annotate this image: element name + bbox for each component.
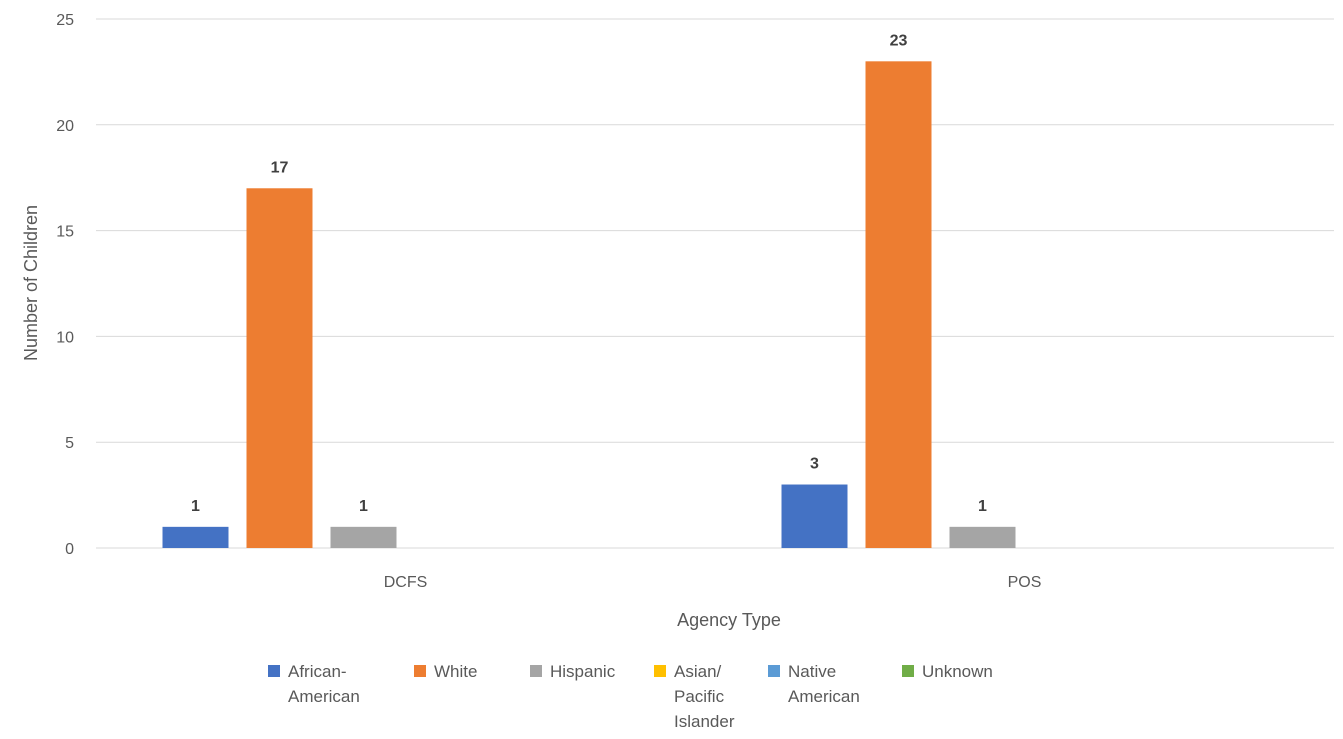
bar-dcfs-2 (330, 526, 397, 548)
data-label: 1 (359, 498, 368, 515)
y-axis-title: Number of Children (21, 205, 41, 361)
legend-label: American (788, 687, 860, 706)
legend-swatch (768, 665, 780, 677)
data-label: 1 (191, 498, 200, 515)
x-axis-ticks: DCFS POS (384, 574, 1042, 591)
legend-swatch (268, 665, 280, 677)
x-tick-label: POS (1008, 574, 1042, 591)
legend-swatch (654, 665, 666, 677)
y-tick-label: 25 (56, 12, 74, 29)
bar-pos-0 (781, 484, 848, 548)
legend-swatch (414, 665, 426, 677)
data-labels: 1 17 1 3 23 1 (191, 32, 987, 515)
legend-item: Hispanic (530, 662, 616, 681)
legend: African- American White Hispanic Asian/Pacif… (268, 662, 993, 731)
x-axis-title: Agency Type (677, 610, 781, 630)
bars (162, 61, 1016, 548)
legend-item: Unknown (902, 662, 993, 681)
legend-label: African- (288, 662, 347, 681)
data-label: 1 (978, 498, 987, 515)
bar-dcfs-1 (246, 188, 313, 548)
legend-swatch (902, 665, 914, 677)
bar-pos-2 (949, 526, 1016, 548)
legend-label: Asian/ (674, 662, 722, 681)
legend-swatch (530, 665, 542, 677)
legend-item: White (414, 662, 477, 681)
bar-dcfs-0 (162, 526, 229, 548)
data-label: 17 (271, 159, 289, 176)
legend-label: Hispanic (550, 662, 616, 681)
legend-label: Unknown (922, 662, 993, 681)
legend-label: Islander (674, 712, 735, 731)
y-tick-label: 20 (56, 118, 74, 135)
legend-label: American (288, 687, 360, 706)
legend-label: Pacific (674, 687, 725, 706)
legend-item: Asian/Pacific Islander (654, 662, 735, 731)
legend-label: Native (788, 662, 836, 681)
y-tick-label: 10 (56, 329, 74, 346)
legend-item: Native American (768, 662, 860, 706)
y-tick-label: 0 (65, 541, 74, 558)
bar-pos-1 (865, 61, 932, 548)
legend-label: White (434, 662, 477, 681)
legend-item: African- American (268, 662, 360, 706)
y-tick-label: 5 (65, 435, 74, 452)
x-tick-label: DCFS (384, 574, 428, 591)
data-label: 3 (810, 456, 819, 473)
y-tick-label: 15 (56, 224, 74, 241)
y-axis-ticks: 0 5 10 15 20 25 (56, 12, 74, 558)
data-label: 23 (890, 32, 908, 49)
